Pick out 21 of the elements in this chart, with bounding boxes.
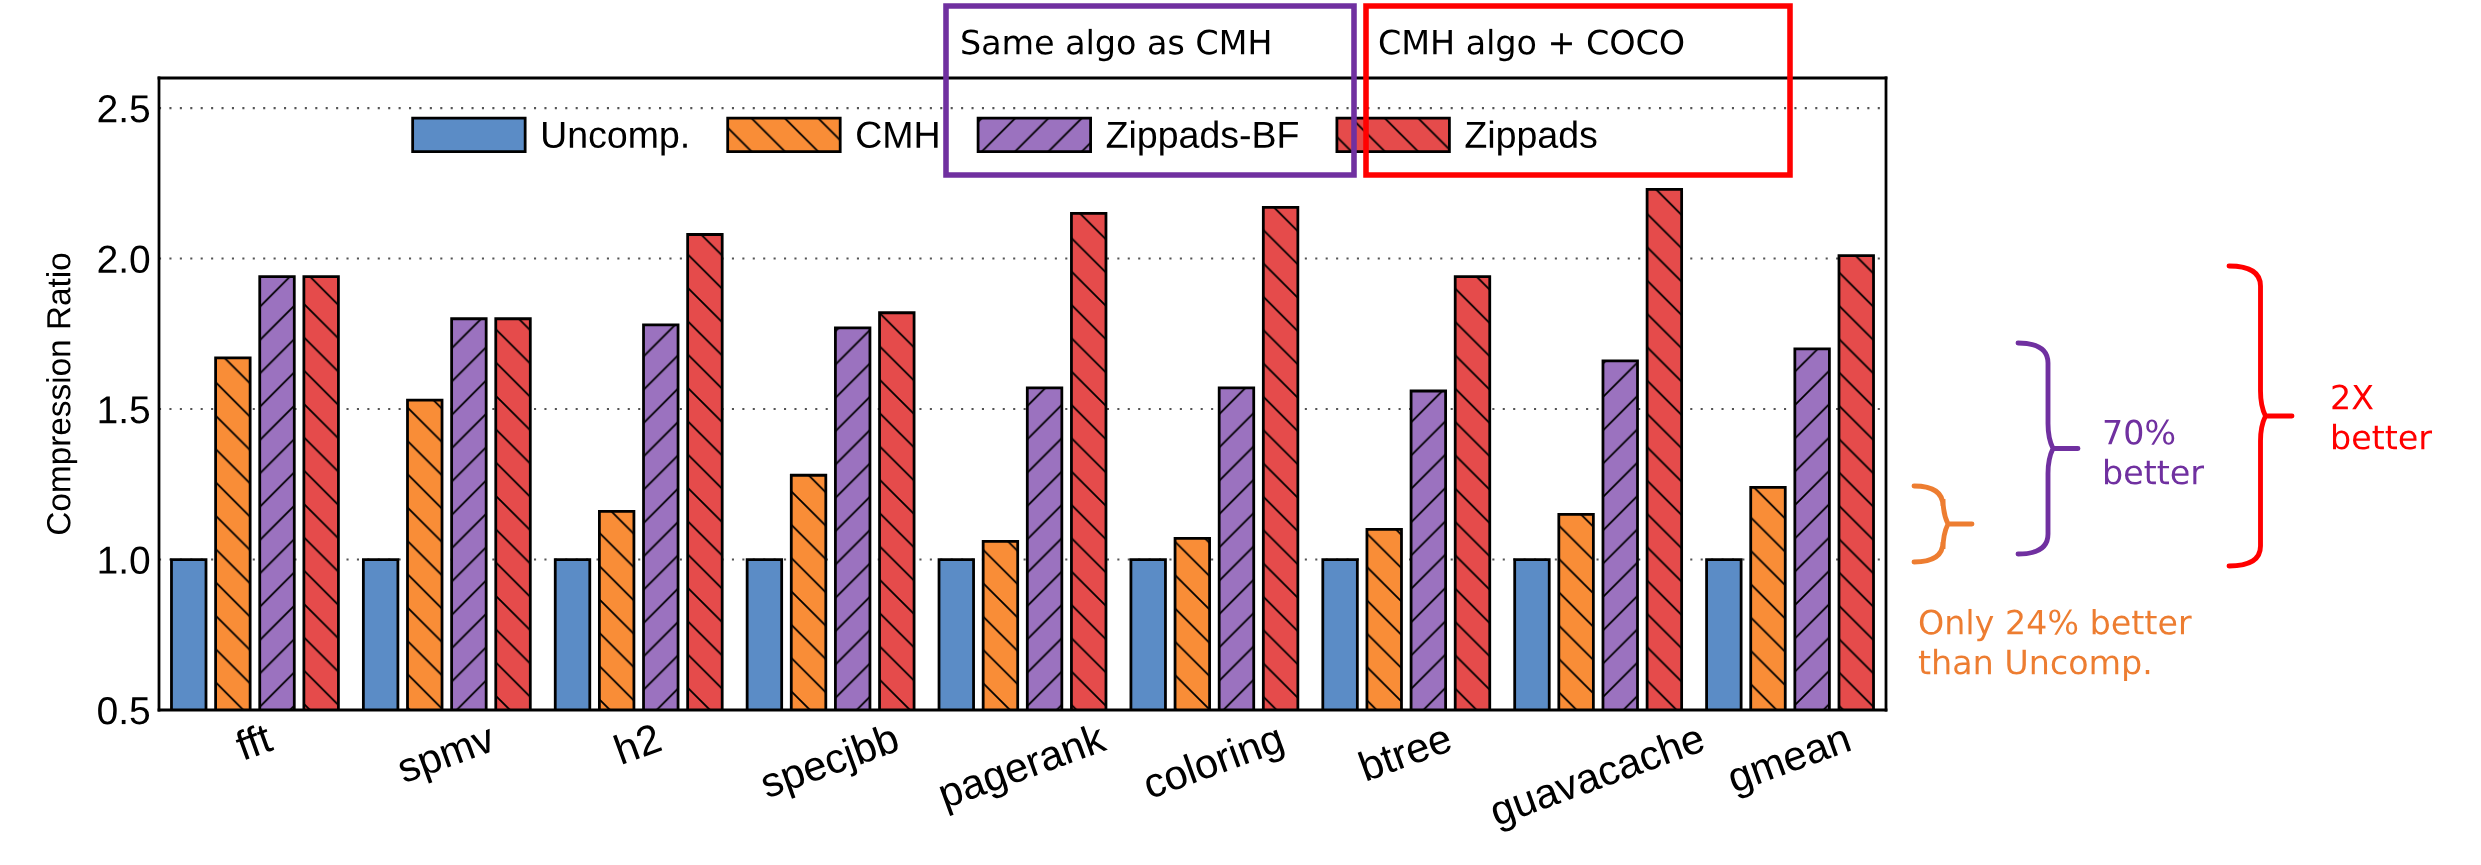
x-tick-label: gmean [1727,729,1855,801]
y-tick-label: 2.0 [98,245,150,274]
text: Same algo as CMH [962,28,1270,62]
legend-label: Uncomp. [543,121,687,156]
y-tick-label: 0.5 [98,696,150,725]
text: Only 24% better than Uncomp. [1918,608,2192,682]
x-tick-label: coloring [1140,722,1288,807]
y-axis-title: Compression Ratio [46,253,78,535]
legend-label: Zippads [1465,120,1597,156]
y-tick-label: 2.5 [98,95,150,123]
text: 2X better [2332,384,2433,450]
legend-label: CMH [857,121,938,149]
x-tick-label: spmv [397,728,501,792]
text: CMH algo + COCO [1379,28,1684,62]
x-tick-label: h2 [613,721,663,765]
x-tick-label: btree [1357,721,1453,782]
legend-label: Zippads-BF [1106,120,1298,156]
text: 70% better [2104,419,2205,485]
y-tick-label: 1.5 [99,396,150,424]
x-tick-label: fft [232,721,275,762]
y-tick-label: 1.0 [99,546,150,574]
